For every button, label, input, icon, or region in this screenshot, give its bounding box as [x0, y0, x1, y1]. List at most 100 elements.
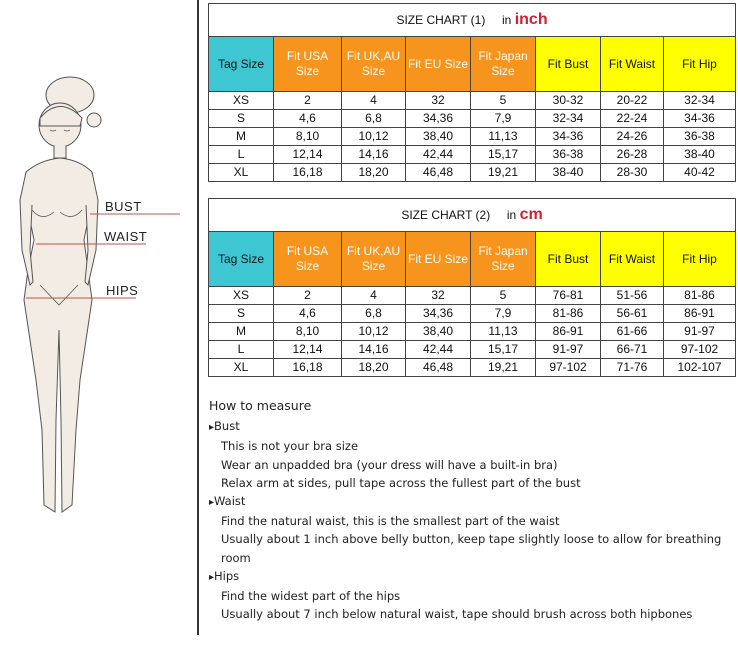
- column-header: Fit EU Size: [405, 36, 471, 92]
- chart-title-row: SIZE CHART (2) in cm: [207, 198, 737, 232]
- table-cell: 38-40: [535, 163, 601, 182]
- table-cell: S: [208, 109, 274, 128]
- table-cell: 15,17: [470, 340, 536, 359]
- table-cell: 5: [470, 91, 536, 110]
- table-cell: 42,44: [405, 340, 471, 359]
- unit-label: cm: [519, 206, 543, 223]
- table-cell: 32-34: [535, 109, 601, 128]
- table-cell: 81-86: [662, 286, 737, 305]
- table-row: XS 2 4 32 5 30-32 20-22 32-34: [208, 91, 737, 110]
- table-cell: M: [208, 322, 274, 341]
- instruction-line: Relax arm at sides, pull tape across the…: [221, 475, 581, 490]
- table-cell: 36-38: [662, 127, 737, 146]
- table-row: XL 16,18 18,20 46,48 19,21 38-40 28-30 40-42: [208, 163, 737, 182]
- hair-bun: [86, 112, 102, 128]
- size-chart-cm: SIZE CHART (2) in cm Tag Size Fit USA Size…: [207, 198, 737, 377]
- column-header: Fit UK,AU Size: [341, 231, 406, 287]
- table-cell: 4,6: [273, 109, 342, 128]
- chart-title: SIZE CHART (1) in inch: [207, 3, 737, 37]
- table-cell: 20-22: [600, 91, 664, 110]
- column-header: Tag Size: [208, 231, 274, 287]
- table-cell: 12,14: [273, 340, 342, 359]
- column-header: Fit Bust: [535, 36, 601, 92]
- table-row: L 12,14 14,16 42,44 15,17 36-38 26-28 38-40: [208, 145, 737, 164]
- table-cell: 34,36: [405, 109, 471, 128]
- table-cell: 12,14: [273, 145, 342, 164]
- table-cell: 14,16: [341, 340, 406, 359]
- table-cell: 7,9: [470, 304, 536, 323]
- table-cell: 34,36: [405, 304, 471, 323]
- column-header: Tag Size: [208, 36, 274, 92]
- column-header: Fit Hip: [662, 36, 737, 92]
- table-cell: 2: [273, 91, 342, 110]
- waist-label: WAIST: [104, 229, 148, 244]
- table-cell: 15,17: [470, 145, 536, 164]
- table-cell: 7,9: [470, 109, 536, 128]
- table-cell: 16,18: [273, 358, 342, 377]
- table-cell: 22-24: [600, 109, 664, 128]
- table-row: M 8,10 10,12 38,40 11,13 34-36 24-26 36-38: [208, 127, 737, 146]
- how-to-measure: How to measure Bust This is not your bra …: [209, 397, 738, 623]
- table-cell: 32: [405, 286, 471, 305]
- table-cell: XS: [208, 286, 274, 305]
- table-cell: 2: [273, 286, 342, 305]
- table-cell: 34-36: [662, 109, 737, 128]
- column-header: Fit Waist: [600, 231, 664, 287]
- table-cell: 6,8: [341, 109, 406, 128]
- bust-label: BUST: [105, 199, 142, 214]
- unit-prefix: in: [502, 13, 512, 27]
- left-arm: [19, 171, 34, 286]
- table-cell: 4,6: [273, 304, 342, 323]
- right-arm: [84, 171, 99, 286]
- table-cell: 46,48: [405, 163, 471, 182]
- table-cell: 40-42: [662, 163, 737, 182]
- table-cell: 4: [341, 91, 406, 110]
- table-cell: 56-61: [600, 304, 664, 323]
- instruction-line: Find the widest part of the hips: [221, 589, 401, 604]
- how-to-title: How to measure: [209, 398, 312, 413]
- chart-title-text: SIZE CHART (1): [396, 13, 486, 27]
- table-cell: 10,12: [341, 127, 406, 146]
- column-header: Fit Waist: [600, 36, 664, 92]
- column-header: Fit Hip: [662, 231, 737, 287]
- table-row: S 4,6 6,8 34,36 7,9 32-34 22-24 34-36: [208, 109, 737, 128]
- table-cell: 11,13: [470, 127, 536, 146]
- table-cell: 42,44: [405, 145, 471, 164]
- table-cell: 11,13: [470, 322, 536, 341]
- body-figure-illustration: [19, 76, 180, 513]
- table-cell: 51-56: [600, 286, 664, 305]
- table-cell: 10,12: [341, 322, 406, 341]
- table-cell: 61-66: [600, 322, 664, 341]
- column-header: Fit Bust: [535, 231, 601, 287]
- section-heading: Hips: [209, 567, 738, 587]
- instruction-line: This is not your bra size: [221, 439, 359, 454]
- table-cell: 30-32: [535, 91, 601, 110]
- table-row: XS 2 4 32 5 76-81 51-56 81-86: [208, 286, 737, 305]
- column-header: Fit USA Size: [273, 231, 342, 287]
- table-cell: 91-97: [535, 340, 601, 359]
- table-cell: XL: [208, 163, 274, 182]
- instruction-line: Find the natural waist, this is the smal…: [221, 514, 560, 529]
- table-cell: 38-40: [662, 145, 737, 164]
- column-header: Fit Japan Size: [470, 36, 536, 92]
- column-header: Fit UK,AU Size: [341, 36, 406, 92]
- table-cell: 97-102: [535, 358, 601, 377]
- table-cell: L: [208, 145, 274, 164]
- table-cell: 19,21: [470, 358, 536, 377]
- table-cell: 32-34: [662, 91, 737, 110]
- table-row: M 8,10 10,12 38,40 11,13 86-91 61-66 91-97: [208, 322, 737, 341]
- table-cell: S: [208, 304, 274, 323]
- table-cell: 91-97: [662, 322, 737, 341]
- table-cell: 14,16: [341, 145, 406, 164]
- table-cell: 86-91: [662, 304, 737, 323]
- table-cell: 6,8: [341, 304, 406, 323]
- table-cell: XS: [208, 91, 274, 110]
- chart-title: SIZE CHART (2) in cm: [207, 198, 737, 232]
- table-cell: 38,40: [405, 127, 471, 146]
- table-cell: 66-71: [600, 340, 664, 359]
- table-cell: 19,21: [470, 163, 536, 182]
- table-cell: 81-86: [535, 304, 601, 323]
- table-cell: 26-28: [600, 145, 664, 164]
- column-header: Fit USA Size: [273, 36, 342, 92]
